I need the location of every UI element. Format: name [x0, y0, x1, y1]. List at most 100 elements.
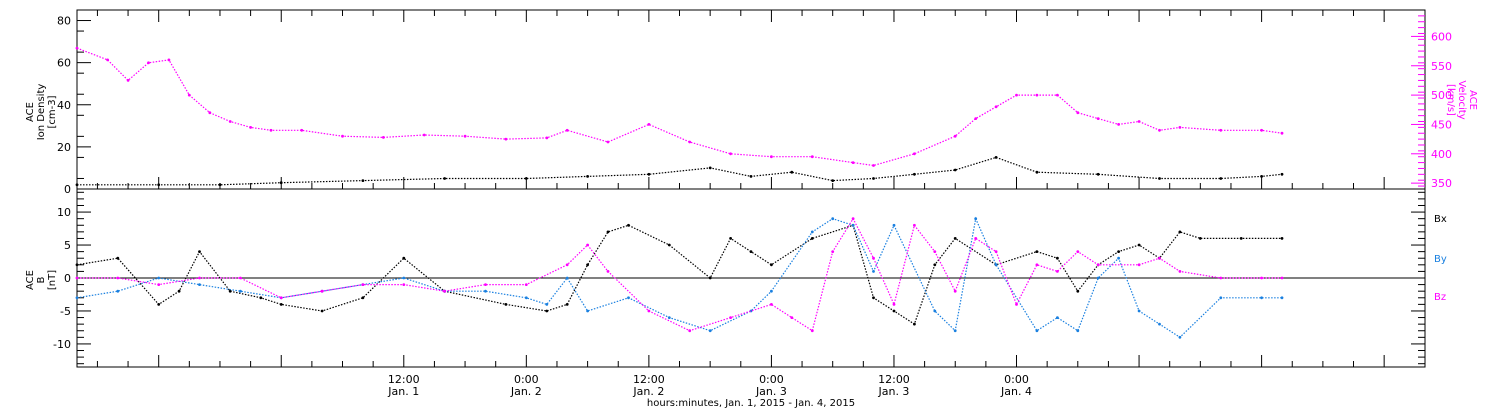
series-bz-point [1056, 270, 1059, 273]
top-series-1-point [1158, 128, 1161, 132]
top-series-0-point [749, 175, 753, 178]
series-bx-point [1280, 237, 1284, 240]
bottom-ylabel-line3: [nT] [47, 270, 58, 290]
top-series-1-point [913, 152, 916, 156]
top-series-0-point [586, 175, 589, 178]
top-series-1-point [729, 152, 732, 156]
top-series-1-point [1035, 93, 1039, 97]
top-series-1-point [382, 136, 385, 139]
series-bx-point [1137, 243, 1141, 247]
series-bx-point [586, 263, 589, 267]
x-tick-date: Jan. 3 [877, 385, 909, 398]
top-series-1-point [770, 155, 773, 159]
top-series-1-point [810, 155, 814, 159]
series-bx-point [1035, 250, 1039, 254]
bottom-panel: -10 -5 0 5 10 ACE B [nT] Bx By Bz [25, 188, 1447, 368]
legend-bx: Bx [1434, 214, 1447, 225]
x-tick-time: 12:00 [878, 373, 910, 386]
series-bx-point [1198, 237, 1202, 240]
series-bx-point [1178, 230, 1182, 234]
top-panel-frame [76, 9, 1426, 190]
series-by-point [1076, 329, 1080, 333]
series-bz-point [75, 276, 79, 280]
series-bx-point [504, 303, 508, 306]
top-series-0-point [872, 177, 875, 180]
series-bz-point [320, 289, 324, 293]
top-left-ylabel-line1: ACE [25, 102, 36, 122]
bottom-panel-series [75, 216, 1284, 339]
top-series-1-point [504, 137, 508, 141]
top-right-ylabel-line2: Velocity [1456, 80, 1467, 119]
series-bx-point [667, 243, 671, 247]
series-bz-point [1178, 270, 1182, 273]
series-bx-point [892, 309, 896, 313]
series-bz-point [1096, 263, 1100, 267]
top-right-ylabel-line1: ACE [1467, 90, 1478, 110]
legend-by: By [1434, 254, 1447, 265]
top-panel-series [75, 46, 1284, 187]
series-bz-point [361, 283, 365, 286]
x-tick-date: Jan. 2 [632, 385, 664, 398]
series-bz-point [933, 250, 937, 254]
series-bz-point [810, 329, 814, 333]
top-series-0-point [1096, 172, 1100, 176]
x-tick-time: 12:00 [388, 373, 420, 386]
top-series-1-point [167, 58, 171, 62]
x-axis-title: hours:minutes, Jan. 1, 2015 - Jan. 4, 20… [647, 398, 855, 409]
bottom-ylabel-line1: ACE [25, 270, 36, 290]
bottom-tick-label: -10 [53, 338, 71, 351]
top-right-tick-label: 500 [1431, 89, 1452, 102]
series-bx-point [320, 309, 324, 313]
series-by-point [239, 289, 242, 293]
series-bx-point [933, 263, 937, 267]
series-bz-point [198, 276, 201, 280]
bottom-panel-ticks: -10 -5 0 5 10 [53, 191, 1425, 365]
top-left-tick-label: 60 [57, 57, 71, 70]
series-bx-point [565, 303, 569, 306]
series-bz-point [729, 316, 732, 319]
series-by-point [1178, 335, 1182, 339]
top-series-1-point [1260, 128, 1263, 132]
x-tick-date: Jan. 4 [1000, 385, 1032, 398]
top-series-1-point [1096, 117, 1100, 120]
bottom-tick-label: 5 [64, 239, 71, 252]
series-bx-point [1076, 289, 1080, 293]
series-by-point [708, 329, 712, 333]
top-series-0-point [1035, 170, 1039, 174]
series-bx-point [770, 263, 773, 267]
series-bz-point [239, 276, 242, 280]
top-series-1-point [463, 134, 467, 138]
series-by-point [1280, 296, 1284, 300]
series-bx-point [75, 263, 79, 267]
series-bz-point [953, 289, 957, 293]
x-tick-date: Jan. 2 [510, 385, 542, 398]
top-panel-ticks: 0 20 40 60 80 350 400 450 500 550 600 [57, 15, 1452, 196]
x-tick-time: 12:00 [633, 373, 665, 386]
series-bz-point [994, 250, 998, 254]
series-by-point [484, 289, 487, 293]
series-bz-point [402, 283, 406, 286]
top-series-1-point [300, 128, 304, 132]
series-by-point [1096, 276, 1100, 280]
top-series-0-point [790, 170, 794, 174]
bottom-ylabel-line2: B [36, 276, 47, 283]
top-series-1-point [187, 93, 191, 97]
top-series-1-point [269, 128, 273, 132]
legend: Bx By Bz [1434, 214, 1447, 303]
top-right-tick-label: 600 [1431, 30, 1452, 43]
bottom-tick-label: -5 [60, 305, 71, 318]
series-bx-point [606, 230, 610, 234]
top-series-0-point [647, 172, 651, 176]
series-bz-point [565, 263, 569, 267]
top-series-1-point [1056, 93, 1059, 97]
top-series-1-point [872, 164, 875, 167]
series-bz-line [77, 217, 1282, 332]
series-by-point [1260, 296, 1263, 300]
series-bx-point [1117, 250, 1120, 254]
top-series-1-point [565, 128, 569, 132]
top-series-1-point [606, 140, 610, 144]
series-by-line [76, 216, 1282, 339]
series-bz-point [1137, 263, 1141, 267]
top-series-1-point [1015, 93, 1018, 97]
series-bx-point [872, 296, 875, 300]
